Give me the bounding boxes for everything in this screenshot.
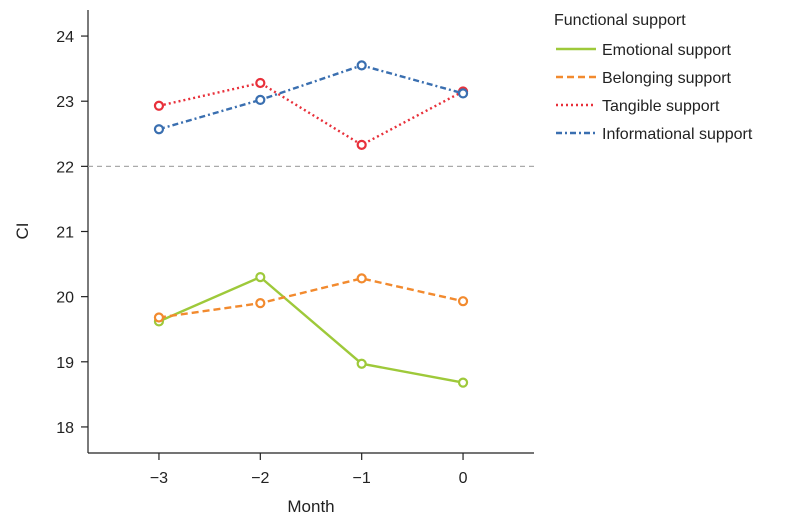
data-point <box>255 272 266 283</box>
data-point <box>356 139 367 150</box>
y-tick-label: 18 <box>56 420 74 437</box>
data-point <box>153 312 165 323</box>
data-point <box>255 298 266 309</box>
data-point <box>457 377 469 388</box>
y-tick-label: 20 <box>56 290 74 307</box>
legend-title: Functional support <box>554 12 686 29</box>
series-informational-support <box>153 60 469 135</box>
x-tick-label: −1 <box>353 470 371 487</box>
data-point <box>457 88 469 99</box>
data-point <box>356 273 367 284</box>
data-point <box>356 60 367 71</box>
legend-entry-label: Emotional support <box>602 42 732 59</box>
y-tick-label: 21 <box>56 225 74 242</box>
data-point <box>153 100 165 111</box>
series-line <box>158 81 464 147</box>
data-point <box>457 296 469 307</box>
data-point <box>153 124 165 135</box>
y-axis-label: CI <box>13 223 32 240</box>
series-tangible-support <box>153 77 469 150</box>
series-belonging-support <box>153 273 469 323</box>
series-group <box>153 60 469 388</box>
y-tick-label: 24 <box>56 29 74 46</box>
x-ticks: −3 −2 −1 0 <box>150 453 468 487</box>
series-line <box>158 275 464 384</box>
series-line <box>158 277 464 319</box>
x-tick-label: −3 <box>150 470 168 487</box>
y-tick-label: 23 <box>56 94 74 111</box>
x-tick-label: −2 <box>251 470 269 487</box>
legend: Functional support Emotional support Belo… <box>554 12 753 143</box>
legend-entry-label: Tangible support <box>602 98 720 115</box>
x-tick-label: 0 <box>459 470 468 487</box>
axes <box>87 10 534 454</box>
data-point <box>255 77 266 89</box>
y-tick-label: 19 <box>56 355 74 372</box>
x-axis-label: Month <box>287 497 334 516</box>
y-ticks: 18 19 20 21 22 23 24 <box>56 29 88 437</box>
series-emotional-support <box>153 272 469 388</box>
legend-entry-label: Belonging support <box>602 70 732 87</box>
data-point <box>356 358 367 369</box>
legend-entry-label: Informational support <box>602 126 753 143</box>
y-tick-label: 22 <box>56 159 74 176</box>
data-point <box>255 94 266 106</box>
series-line <box>158 64 464 131</box>
